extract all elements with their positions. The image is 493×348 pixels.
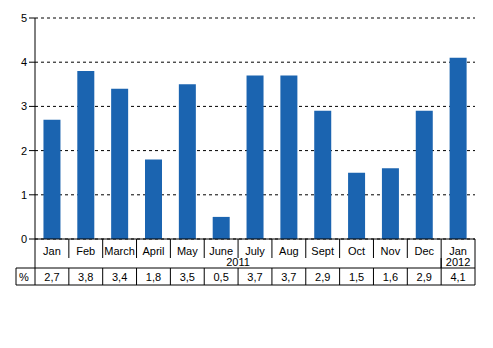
svg-text:5: 5 (21, 12, 27, 24)
svg-text:Jan: Jan (43, 245, 61, 257)
svg-text:2011: 2011 (226, 256, 250, 268)
svg-text:3,7: 3,7 (281, 271, 296, 283)
svg-text:2012: 2012 (446, 256, 470, 268)
svg-text:0,5: 0,5 (214, 271, 229, 283)
svg-text:2,9: 2,9 (417, 271, 432, 283)
svg-text:April: April (142, 245, 164, 257)
svg-text:Sept: Sept (311, 245, 334, 257)
svg-text:March: March (104, 245, 135, 257)
svg-text:2: 2 (21, 145, 27, 157)
svg-text:Aug: Aug (279, 245, 299, 257)
svg-text:3: 3 (21, 100, 27, 112)
svg-text:May: May (177, 245, 198, 257)
svg-text:June: June (209, 245, 233, 257)
svg-text:2,9: 2,9 (315, 271, 330, 283)
svg-text:1,6: 1,6 (383, 271, 398, 283)
svg-text:3,7: 3,7 (247, 271, 262, 283)
svg-text:4,1: 4,1 (450, 271, 465, 283)
svg-text:%: % (19, 271, 29, 283)
svg-text:4: 4 (21, 56, 27, 68)
svg-text:Oct: Oct (348, 245, 365, 257)
svg-text:Dec: Dec (414, 245, 434, 257)
svg-text:3,5: 3,5 (180, 271, 195, 283)
svg-text:Nov: Nov (381, 245, 401, 257)
svg-text:1,8: 1,8 (146, 271, 161, 283)
svg-text:July: July (245, 245, 265, 257)
svg-text:1,5: 1,5 (349, 271, 364, 283)
svg-text:3,8: 3,8 (78, 271, 93, 283)
svg-text:Jan: Jan (449, 245, 467, 257)
svg-text:3,4: 3,4 (112, 271, 127, 283)
svg-text:Feb: Feb (76, 245, 95, 257)
svg-text:1: 1 (21, 189, 27, 201)
svg-text:2,7: 2,7 (44, 271, 59, 283)
svg-text:0: 0 (21, 233, 27, 245)
